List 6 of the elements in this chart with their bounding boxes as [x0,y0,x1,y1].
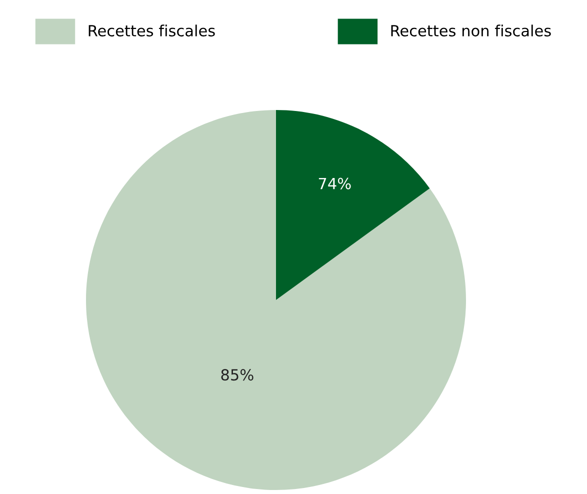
data-label: 85% [221,369,254,381]
legend-label: Recettes non fiscales [391,24,551,36]
legend-label: Recettes fiscales [88,24,215,36]
pie-slice [86,110,466,490]
text: 74% [318,178,351,190]
pie-slice [276,110,430,300]
